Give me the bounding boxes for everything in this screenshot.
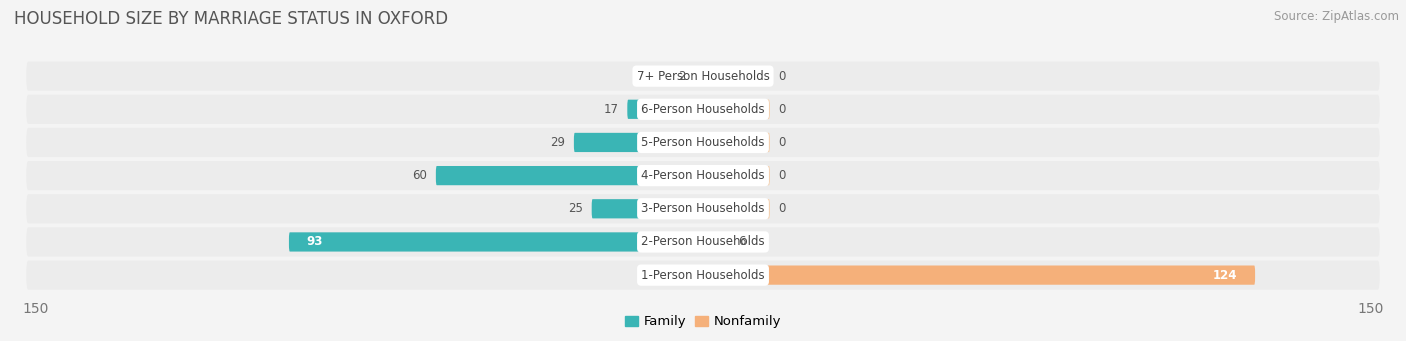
Text: 3-Person Households: 3-Person Households: [641, 202, 765, 215]
Text: 25: 25: [568, 202, 582, 215]
FancyBboxPatch shape: [703, 66, 769, 86]
FancyBboxPatch shape: [27, 128, 1379, 157]
Text: HOUSEHOLD SIZE BY MARRIAGE STATUS IN OXFORD: HOUSEHOLD SIZE BY MARRIAGE STATUS IN OXF…: [14, 10, 449, 28]
FancyBboxPatch shape: [703, 166, 769, 185]
Text: 5-Person Households: 5-Person Households: [641, 136, 765, 149]
Text: 0: 0: [779, 70, 786, 83]
FancyBboxPatch shape: [703, 232, 730, 252]
FancyBboxPatch shape: [27, 161, 1379, 190]
Text: 29: 29: [550, 136, 565, 149]
FancyBboxPatch shape: [695, 66, 703, 86]
FancyBboxPatch shape: [627, 100, 703, 119]
Text: 2-Person Households: 2-Person Households: [641, 235, 765, 249]
Text: 4-Person Households: 4-Person Households: [641, 169, 765, 182]
FancyBboxPatch shape: [436, 166, 703, 185]
Text: 6-Person Households: 6-Person Households: [641, 103, 765, 116]
Text: 60: 60: [412, 169, 427, 182]
Text: 93: 93: [307, 235, 323, 249]
Text: 0: 0: [779, 103, 786, 116]
FancyBboxPatch shape: [27, 61, 1379, 91]
Text: 2: 2: [678, 70, 685, 83]
Text: 7+ Person Households: 7+ Person Households: [637, 70, 769, 83]
FancyBboxPatch shape: [27, 261, 1379, 290]
FancyBboxPatch shape: [703, 133, 769, 152]
FancyBboxPatch shape: [288, 232, 703, 252]
FancyBboxPatch shape: [703, 100, 769, 119]
FancyBboxPatch shape: [27, 227, 1379, 256]
Text: 1-Person Households: 1-Person Households: [641, 269, 765, 282]
Legend: Family, Nonfamily: Family, Nonfamily: [620, 310, 786, 333]
FancyBboxPatch shape: [703, 266, 1256, 285]
FancyBboxPatch shape: [703, 199, 769, 218]
Text: 0: 0: [779, 169, 786, 182]
FancyBboxPatch shape: [574, 133, 703, 152]
Text: Source: ZipAtlas.com: Source: ZipAtlas.com: [1274, 10, 1399, 23]
FancyBboxPatch shape: [592, 199, 703, 218]
FancyBboxPatch shape: [27, 95, 1379, 124]
Text: 0: 0: [779, 136, 786, 149]
Text: 0: 0: [779, 202, 786, 215]
Text: 124: 124: [1213, 269, 1237, 282]
Text: 17: 17: [603, 103, 619, 116]
FancyBboxPatch shape: [27, 194, 1379, 223]
Text: 6: 6: [738, 235, 747, 249]
